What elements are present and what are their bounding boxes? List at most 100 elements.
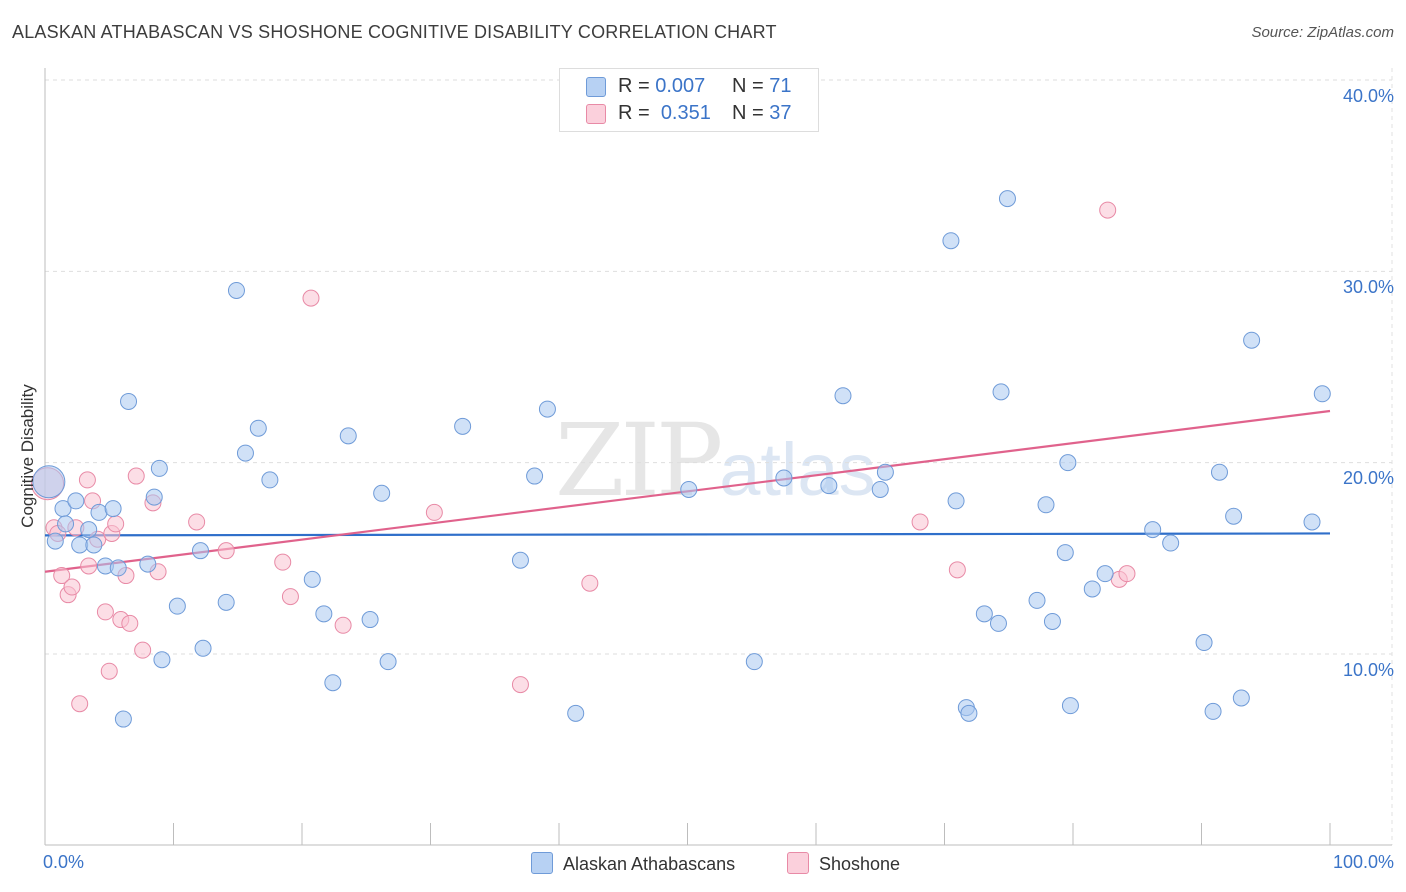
athabascan-point xyxy=(194,639,212,657)
athabascan-point xyxy=(1303,513,1321,531)
athabascan-point xyxy=(1028,591,1046,609)
athabascan-point xyxy=(1096,565,1114,583)
shoshone-point xyxy=(107,515,125,533)
shoshone-point xyxy=(96,603,114,621)
chart-title: ALASKAN ATHABASCAN VS SHOSHONE COGNITIVE… xyxy=(12,22,777,42)
shoshone-point xyxy=(948,561,966,579)
shoshone-point xyxy=(1099,201,1117,219)
athabascan-point xyxy=(1083,580,1101,598)
athabascan-point xyxy=(820,477,838,495)
shoshone-point xyxy=(127,467,145,485)
athabascan-point xyxy=(526,467,544,485)
legend-r-label: R = xyxy=(618,75,650,97)
athabascan-point xyxy=(153,651,171,669)
shoshone-point xyxy=(511,676,529,694)
shoshone-point xyxy=(71,695,89,713)
shoshone-point xyxy=(581,574,599,592)
legend-swatch-pink xyxy=(586,104,606,124)
x-tick-100: 100.0% xyxy=(1332,852,1394,872)
athabascan-point xyxy=(261,471,279,489)
athabascan-point xyxy=(1043,612,1061,630)
shoshone-point xyxy=(1118,565,1136,583)
athabascan-point xyxy=(680,480,698,498)
watermark-sub: atlas xyxy=(719,428,876,511)
x-tick-0: 0.0% xyxy=(43,852,85,872)
athabascan-point xyxy=(871,480,889,498)
shoshone-point xyxy=(217,542,235,560)
athabascan-point xyxy=(104,500,122,518)
bottom-legend-shoshone: Shoshone xyxy=(787,852,900,875)
athabascan-point xyxy=(32,465,66,499)
athabascan-point xyxy=(1037,496,1055,514)
athabascan-point xyxy=(947,492,965,510)
athabascan-point xyxy=(150,459,168,477)
shoshone-point xyxy=(121,614,139,632)
legend-swatch-blue xyxy=(586,77,606,97)
athabascan-point xyxy=(315,605,333,623)
athabascan-point xyxy=(538,400,556,418)
athabascan-point xyxy=(1162,534,1180,552)
athabascan-point xyxy=(942,232,960,250)
watermark-main: ZIP xyxy=(555,402,723,519)
athabascan-trend-line xyxy=(44,532,1331,537)
legend-n-value: 71 xyxy=(769,75,792,97)
athabascan-point xyxy=(145,488,163,506)
bottom-legend-athabascans: Alaskan Athabascans xyxy=(531,852,735,875)
athabascan-point xyxy=(57,515,75,533)
bottom-legend-swatch-pink xyxy=(787,852,809,874)
athabascan-point xyxy=(975,605,993,623)
athabascan-point xyxy=(1056,544,1074,562)
athabascan-point xyxy=(114,710,132,728)
source-label: Source: ZipAtlas.com xyxy=(1251,24,1394,41)
athabascan-point xyxy=(339,427,357,445)
bottom-legend-label: Shoshone xyxy=(819,854,901,874)
shoshone-point xyxy=(78,471,96,489)
athabascan-point xyxy=(80,521,98,539)
athabascan-point xyxy=(168,597,186,615)
y-tick-10: 10.0% xyxy=(1342,660,1394,680)
athabascan-point xyxy=(960,704,978,722)
athabascan-point xyxy=(249,419,267,437)
bottom-legend-label: Alaskan Athabascans xyxy=(563,854,736,874)
athabascan-point xyxy=(834,387,852,405)
athabascan-point xyxy=(71,536,89,554)
shoshone-point xyxy=(425,503,443,521)
shoshone-point xyxy=(53,567,71,585)
y-tick-30: 30.0% xyxy=(1342,277,1394,297)
shoshone-point xyxy=(80,557,98,575)
athabascan-point xyxy=(876,463,894,481)
athabascan-point xyxy=(1061,697,1079,715)
watermark: ZIPatlas xyxy=(555,402,876,519)
athabascan-point xyxy=(379,653,397,671)
legend: R = 0.007 N = 71 R = 0.351 N = 37 xyxy=(559,68,819,132)
axes xyxy=(44,68,1392,846)
athabascan-point xyxy=(567,704,585,722)
athabascan-point xyxy=(361,611,379,629)
legend-r-value: 0.007 xyxy=(655,75,706,97)
shoshone-point xyxy=(334,616,352,634)
bottom-legend-swatch-blue xyxy=(531,852,553,874)
legend-r-value: 0.351 xyxy=(660,102,711,124)
athabascan-point xyxy=(303,570,321,588)
athabascan-point xyxy=(324,674,342,692)
athabascan-point xyxy=(1313,385,1331,403)
athabascan-point xyxy=(109,559,127,577)
shoshone-point xyxy=(302,289,320,307)
shoshone-point xyxy=(281,588,299,606)
shoshone-point xyxy=(274,553,292,571)
athabascan-point xyxy=(998,190,1016,208)
shoshone-point xyxy=(63,578,81,596)
legend-n-value: 37 xyxy=(769,102,792,124)
athabascan-point xyxy=(90,503,108,521)
athabascan-point xyxy=(1059,454,1077,472)
athabascan-point xyxy=(217,593,235,611)
athabascan-point xyxy=(120,392,138,410)
y-tick-40: 40.0% xyxy=(1342,86,1394,106)
data-points xyxy=(31,190,1331,728)
athabascan-point xyxy=(989,614,1007,632)
athabascan-point xyxy=(1144,521,1162,539)
athabascan-point xyxy=(373,484,391,502)
y-axis-label: Cognitive Disability xyxy=(18,384,37,528)
shoshone-point xyxy=(188,513,206,531)
athabascan-point xyxy=(992,383,1010,401)
